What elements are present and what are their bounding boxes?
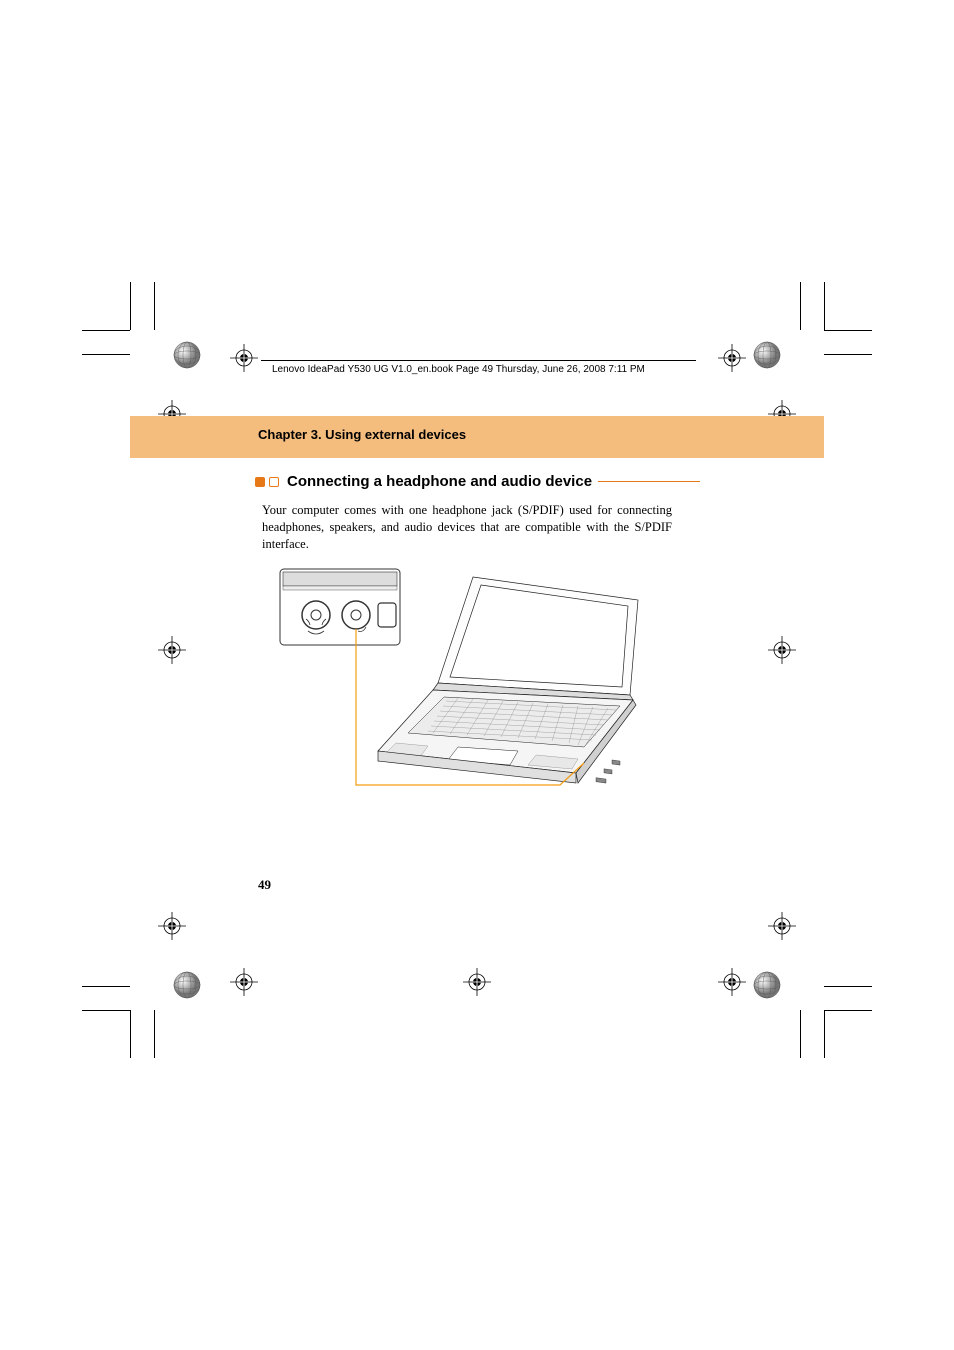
corner-sphere-tl [172,340,202,370]
crop-line-outer-right-bottom [824,1010,825,1058]
crop-line-outer-left-top [130,282,131,330]
crop-line-outer-right-top [824,282,825,330]
crop-line-inner-left-bottom [154,1010,155,1058]
body-paragraph: Your computer comes with one headphone j… [262,502,672,553]
crop-line-inner-top-right [824,354,872,355]
corner-sphere-br [752,970,782,1000]
crop-line-outer-left-bottom [130,1010,131,1058]
reg-mark-mid-left [158,636,186,664]
chapter-label: Chapter 3. Using external devices [258,427,466,442]
inset-ports [280,569,400,645]
section-heading: Connecting a headphone and audio device [255,473,700,490]
reg-mark-bottom-right-inner [768,912,796,940]
crop-line-outer-bottom-right [824,1010,872,1011]
section-title: Connecting a headphone and audio device [287,473,592,490]
section-rule [598,481,700,483]
figure-laptop [278,565,653,795]
crop-line-inner-bottom-left [82,986,130,987]
bullet-outline-icon [269,477,279,487]
reg-mark-mid-right [768,636,796,664]
reg-mark-bottom-left [230,968,258,996]
reg-mark-top-left [230,344,258,372]
crop-line-inner-top-left [82,354,130,355]
reg-mark-bottom-left-inner [158,912,186,940]
bullet-filled-icon [255,477,265,487]
corner-sphere-bl [172,970,202,1000]
crop-line-outer-bottom-left [82,1010,130,1011]
crop-line-inner-left-top [154,282,155,330]
crop-line-outer-top-left [82,330,130,331]
crop-line-outer-top-right [824,330,872,331]
crop-line-inner-right-bottom [800,1010,801,1058]
crop-line-inner-right-top [800,282,801,330]
crop-line-inner-bottom-right [824,986,872,987]
header-rule [261,360,696,361]
reg-mark-top-right [718,344,746,372]
reg-mark-bottom-center [463,968,491,996]
corner-sphere-tr [752,340,782,370]
page-number: 49 [258,877,271,893]
chapter-band [130,416,824,458]
reg-mark-bottom-right [718,968,746,996]
header-text: Lenovo IdeaPad Y530 UG V1.0_en.book Page… [272,364,645,375]
laptop-illustration [378,577,638,783]
